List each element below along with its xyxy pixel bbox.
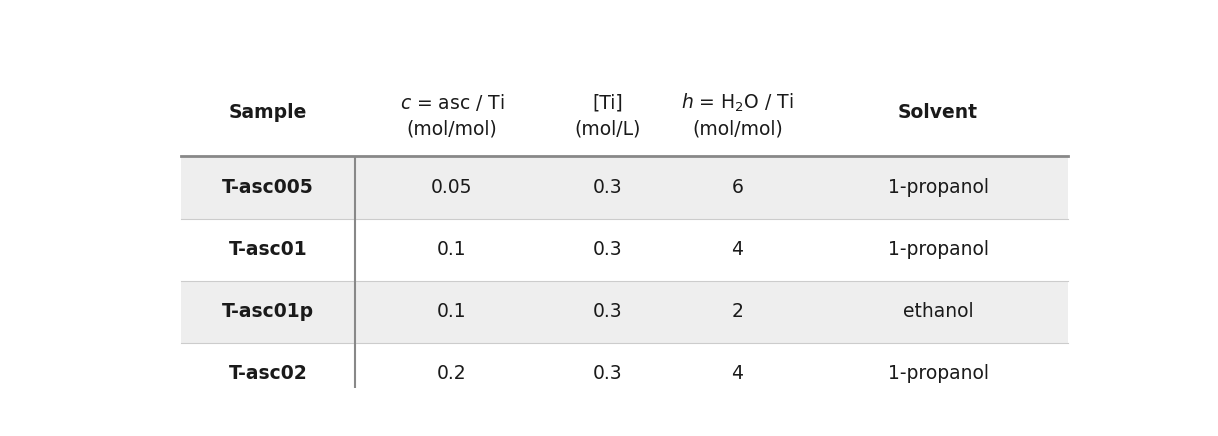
Text: $\mathit{c}$ = asc / Ti: $\mathit{c}$ = asc / Ti	[400, 92, 504, 113]
Text: ethanol: ethanol	[903, 302, 973, 321]
Text: 0.3: 0.3	[593, 178, 622, 197]
Text: (mol/mol): (mol/mol)	[407, 119, 497, 138]
Bar	[180, 157, 1068, 218]
Text: (mol/L): (mol/L)	[575, 119, 641, 138]
Text: 0.1: 0.1	[437, 240, 466, 259]
Text: 0.1: 0.1	[437, 302, 466, 321]
Text: 0.3: 0.3	[593, 302, 622, 321]
Text: 1-propanol: 1-propanol	[888, 240, 989, 259]
Text: T-asc005: T-asc005	[222, 178, 314, 197]
Text: 0.3: 0.3	[593, 364, 622, 383]
Text: (mol/mol): (mol/mol)	[692, 119, 783, 138]
Text: Solvent: Solvent	[898, 103, 978, 122]
Text: 0.3: 0.3	[593, 240, 622, 259]
Text: 2: 2	[732, 302, 743, 321]
Text: Sample: Sample	[229, 103, 307, 122]
Bar	[180, 343, 1068, 405]
Text: 0.2: 0.2	[437, 364, 466, 383]
Bar	[180, 281, 1068, 343]
Bar	[180, 218, 1068, 281]
Text: $\mathit{h}$ = H$_2$O / Ti: $\mathit{h}$ = H$_2$O / Ti	[681, 92, 794, 114]
Text: 4: 4	[732, 364, 743, 383]
Text: 1-propanol: 1-propanol	[888, 178, 989, 197]
Text: T-asc02: T-asc02	[229, 364, 307, 383]
Text: 6: 6	[732, 178, 743, 197]
Text: 4: 4	[732, 240, 743, 259]
Text: T-asc01p: T-asc01p	[222, 302, 314, 321]
Text: [Ti]: [Ti]	[592, 93, 624, 112]
Text: 1-propanol: 1-propanol	[888, 364, 989, 383]
Text: 0.05: 0.05	[431, 178, 473, 197]
Bar	[180, 69, 1068, 157]
Text: T-asc01: T-asc01	[229, 240, 307, 259]
